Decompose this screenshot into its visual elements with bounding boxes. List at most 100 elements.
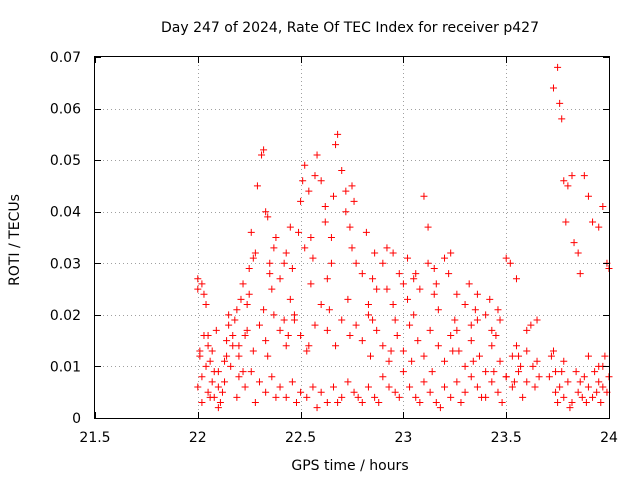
data-point [332,342,340,350]
data-point [379,259,387,267]
data-point [453,326,461,334]
data-point [321,218,329,226]
data-point [447,249,455,257]
data-point [492,331,500,339]
data-point [576,378,584,386]
data-point [584,192,592,200]
data-point [325,306,333,314]
data-point [229,342,237,350]
data-point [231,316,239,324]
data-point [447,331,455,339]
data-point [453,378,461,386]
data-point [255,321,263,329]
data-point [601,352,609,360]
data-point [597,399,605,407]
data-point [342,208,350,216]
data-point [533,316,541,324]
data-point [475,352,483,360]
data-point [424,223,432,231]
data-point [379,373,387,381]
data-point [317,301,325,309]
x-tick-label: 21.5 [79,430,110,446]
data-point [235,373,243,381]
data-point [430,264,438,272]
data-point [369,275,377,283]
data-point [290,316,298,324]
data-point [258,151,266,159]
data-point [473,290,481,298]
data-point [223,352,231,360]
data-point [348,182,356,190]
data-point [301,161,309,169]
data-point [406,383,414,391]
data-point [428,368,436,376]
data-point [426,388,434,396]
data-point [508,352,516,360]
data-point [214,383,222,391]
data-point [589,218,597,226]
data-point [373,285,381,293]
data-point [562,218,570,226]
data-point [578,393,586,401]
data-point [307,234,315,241]
data-point [441,357,449,365]
x-tick-label: 24 [600,430,618,446]
data-point [288,378,296,386]
data-point [471,306,479,314]
data-point [486,295,494,303]
x-tick-label: 23.5 [491,430,522,446]
data-point [574,249,582,257]
data-point [253,182,261,190]
data-point [344,295,352,303]
data-point [515,368,523,376]
data-point [223,337,231,345]
data-point [299,177,307,185]
data-point [344,378,352,386]
data-point [552,388,560,396]
data-point [566,404,574,412]
data-point [490,368,498,376]
y-tick-labels: 0 0.01 0.02 0.03 0.04 0.05 0.06 0.07 [50,50,81,427]
data-point [584,383,592,391]
data-point [216,399,224,407]
data-point [568,399,576,407]
data-point [348,244,356,252]
data-point [574,388,582,396]
data-point [371,249,379,257]
data-point [523,347,531,355]
data-point [523,378,531,386]
data-point [399,347,407,355]
data-point [317,177,325,185]
data-point [266,259,274,267]
data-point [198,373,206,381]
data-point [531,383,539,391]
data-point [297,197,305,205]
data-point [549,347,557,355]
data-point [584,352,592,360]
data-point [510,378,518,386]
data-point [369,316,377,324]
data-point [198,280,206,288]
data-point [346,223,354,231]
data-point [255,378,263,386]
data-point [488,378,496,386]
data-point [208,347,216,355]
data-point [227,362,235,370]
data-point [338,166,346,174]
x-tick-label: 23 [394,430,412,446]
data-point [214,368,222,376]
data-point [582,399,590,407]
data-point [235,352,243,360]
data-point [556,383,564,391]
axis-ticks [95,57,610,419]
data-point [554,399,562,407]
data-point [241,331,249,339]
data-point [235,342,243,350]
data-point [262,208,270,216]
data-point [498,399,506,407]
data-point [467,373,475,381]
data-point [564,378,572,386]
data-point [527,321,535,329]
data-point [391,316,399,324]
y-tick-label: 0.02 [50,308,81,324]
